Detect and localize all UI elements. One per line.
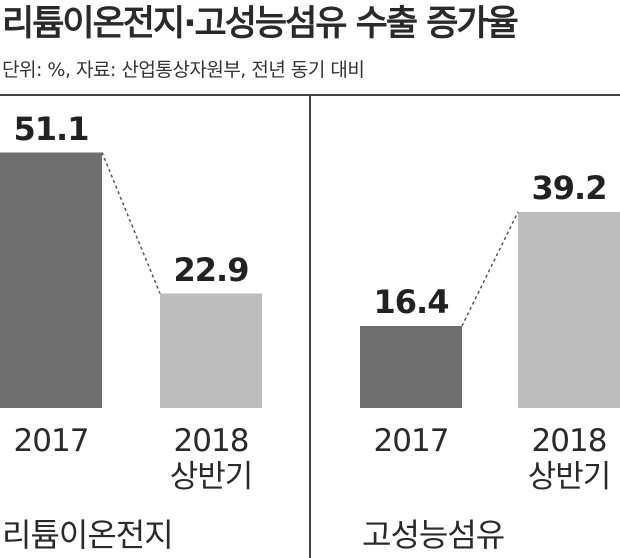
top-divider — [0, 94, 620, 96]
chart-subtitle: 단위: %, 자료: 산업통상자원부, 전년 동기 대비 — [2, 59, 365, 81]
tick-year-fiber-1: 2018 — [531, 423, 608, 459]
value-label-fiber-1: 39.2 — [531, 169, 608, 207]
group-label-fiber: 고성능섬유 — [362, 516, 505, 554]
bar-fiber-0 — [360, 326, 462, 408]
tick-year-lithium-0: 2017 — [13, 423, 90, 459]
bar-lithium-0 — [0, 152, 102, 408]
chart-title: 리튬이온전지·고성능섬유 수출 증가율 — [2, 4, 519, 44]
group-label-lithium: 리튬이온전지 — [2, 516, 174, 554]
value-label-fiber-0: 16.4 — [373, 283, 450, 321]
bar-lithium-1 — [160, 293, 262, 408]
tick-year-fiber-0: 2017 — [373, 423, 450, 459]
tick-year-lithium-1: 2018 — [173, 423, 250, 459]
bar-fiber-1 — [518, 212, 620, 408]
connector-lithium — [101, 152, 161, 294]
tick-sub-lithium-1: 상반기 — [169, 459, 254, 495]
value-label-lithium-1: 22.9 — [173, 250, 250, 289]
tick-sub-fiber-1: 상반기 — [527, 459, 612, 495]
panel-divider — [309, 96, 311, 558]
value-label-lithium-0: 51.1 — [13, 109, 90, 148]
